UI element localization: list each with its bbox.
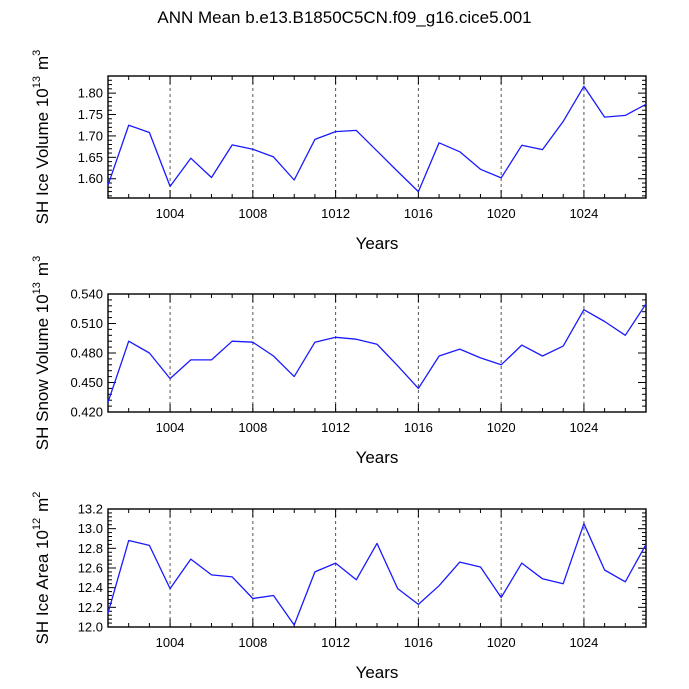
y-tick-label: 0.480 xyxy=(70,346,103,361)
y-tick-label: 12.8 xyxy=(78,541,103,556)
x-tick-label: 1004 xyxy=(156,635,185,650)
y-axis-title-part: m xyxy=(33,262,52,276)
x-tick-label: 1016 xyxy=(404,420,433,435)
figure-title: ANN Mean b.e13.B1850C5CN.f09_g16.cice5.0… xyxy=(157,8,532,27)
x-axis-title: Years xyxy=(356,663,399,682)
x-tick-label: 1008 xyxy=(238,206,267,221)
x-axis-title: Years xyxy=(356,234,399,253)
y-axis-title-part: SH Ice Area 10 xyxy=(33,530,52,644)
y-tick-label: 0.420 xyxy=(70,405,103,420)
x-tick-label: 1024 xyxy=(569,635,598,650)
panel-ice-area: 1004 1008 1012 1016 1020 1024 12.0 12.2 12.4 12.6… xyxy=(31,492,647,682)
series-line xyxy=(107,85,647,193)
y-axis-title: SH Ice Area 1012 m2 xyxy=(31,492,52,645)
y-axis-title-superscript: 3 xyxy=(31,50,43,56)
panel-ice-volume: 1004 1008 1012 1016 1020 1024 1.60 1.65 1.70 1.75… xyxy=(31,50,647,253)
x-tick-label: 1020 xyxy=(487,420,516,435)
x-tick-label: 1016 xyxy=(404,635,433,650)
x-axis-title: Years xyxy=(356,448,399,467)
x-tick-label: 1020 xyxy=(487,635,516,650)
x-tick-label: 1016 xyxy=(404,206,433,221)
y-tick-label: 12.0 xyxy=(78,620,103,635)
x-tick-label: 1012 xyxy=(321,635,350,650)
y-tick-label: 12.6 xyxy=(78,561,103,576)
x-tick-label: 1012 xyxy=(321,420,350,435)
plot-frame xyxy=(107,508,647,628)
y-tick-label: 1.65 xyxy=(78,150,103,165)
x-tick-label: 1008 xyxy=(238,420,267,435)
y-tick-label: 12.2 xyxy=(78,600,103,615)
plot-frame xyxy=(107,293,647,413)
y-tick-label: 13.0 xyxy=(78,521,103,536)
y-axis-title-superscript: 12 xyxy=(31,518,43,530)
y-axis-title-superscript: 13 xyxy=(31,76,43,88)
x-tick-label: 1024 xyxy=(569,206,598,221)
series-line xyxy=(107,523,647,626)
panel-snow-volume: 1004 1008 1012 1016 1020 1024 0.420 0.450 0.480 0… xyxy=(31,256,647,467)
series-line xyxy=(107,303,647,403)
y-axis-title: SH Snow Volume 1013 m3 xyxy=(31,256,52,450)
y-tick-label: 1.75 xyxy=(78,107,103,122)
y-tick-label: 0.510 xyxy=(70,316,103,331)
x-tick-label: 1024 xyxy=(569,420,598,435)
y-tick-label: 1.80 xyxy=(78,86,103,101)
y-tick-label: 1.70 xyxy=(78,128,103,143)
x-tick-label: 1004 xyxy=(156,206,185,221)
y-axis-title: SH Ice Volume 1013 m3 xyxy=(31,50,52,225)
y-axis-title-part: m xyxy=(33,56,52,70)
y-tick-label: 13.2 xyxy=(78,502,103,517)
plot-frame xyxy=(107,75,647,199)
y-axis-title-superscript: 2 xyxy=(31,492,43,498)
y-tick-label: 0.450 xyxy=(70,375,103,390)
x-tick-label: 1004 xyxy=(156,420,185,435)
y-axis-title-superscript: 13 xyxy=(31,282,43,294)
y-tick-label: 1.60 xyxy=(78,171,103,186)
y-axis-title-part: SH Snow Volume 10 xyxy=(33,294,52,450)
y-tick-label: 0.540 xyxy=(70,287,103,302)
y-tick-label: 12.4 xyxy=(78,580,103,595)
y-axis-title-part: m xyxy=(33,498,52,512)
x-tick-label: 1008 xyxy=(238,635,267,650)
x-tick-label: 1020 xyxy=(487,206,516,221)
x-tick-label: 1012 xyxy=(321,206,350,221)
y-axis-title-superscript: 3 xyxy=(31,256,43,262)
y-axis-title-part: SH Ice Volume 10 xyxy=(33,88,52,224)
